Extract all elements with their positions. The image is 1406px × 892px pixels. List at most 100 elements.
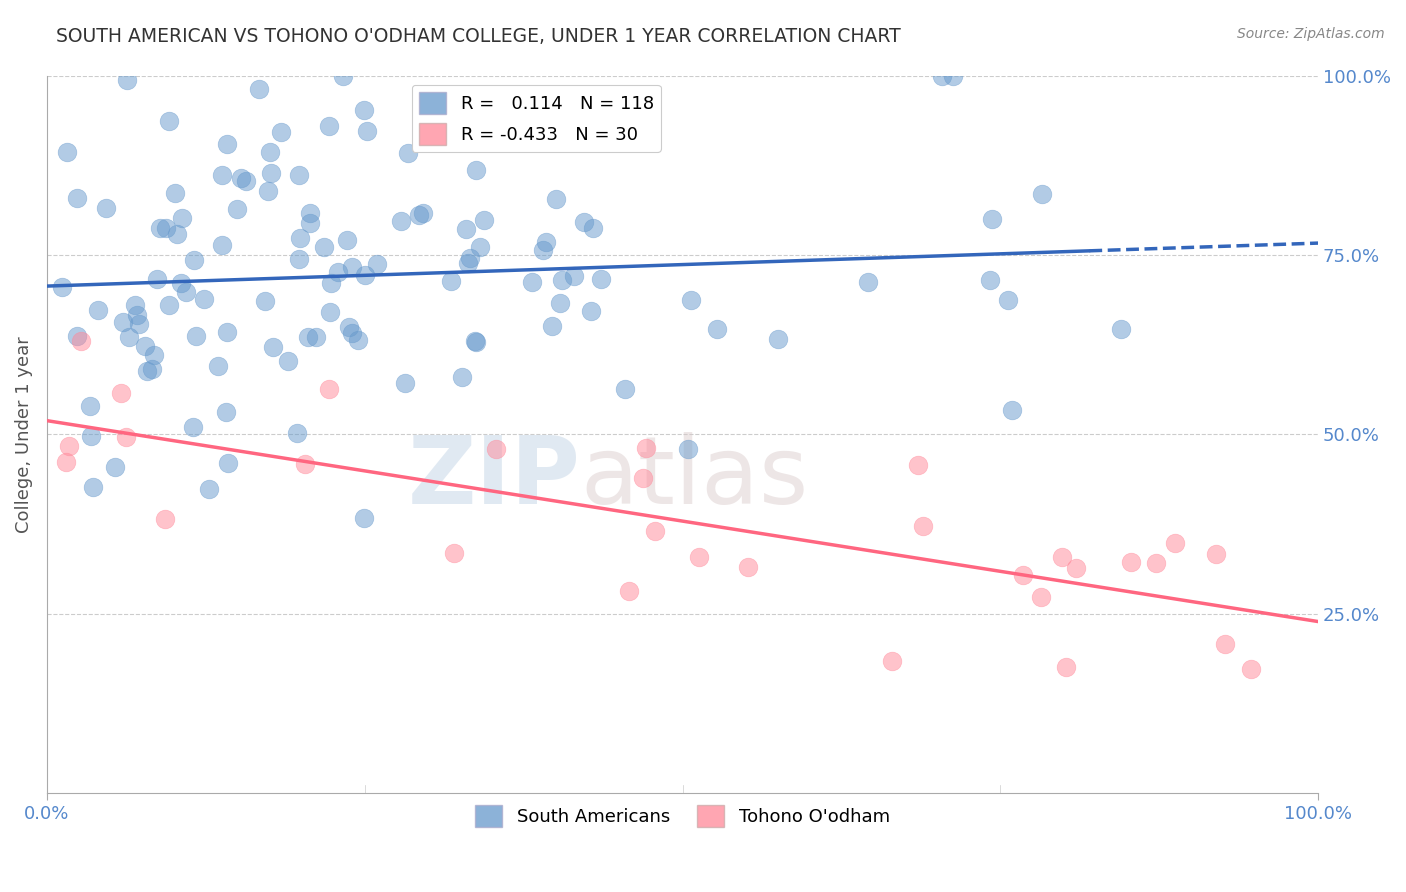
Point — [262, 339, 284, 353]
Point — [70, 334, 93, 348]
Point — [287, 168, 309, 182]
Point — [111, 315, 134, 329]
Point — [143, 348, 166, 362]
Point — [634, 441, 657, 455]
Point — [96, 201, 118, 215]
Point — [79, 399, 101, 413]
Point — [614, 382, 637, 396]
Point — [589, 272, 612, 286]
Point — [1011, 567, 1033, 582]
Point — [1109, 322, 1132, 336]
Y-axis label: College, Under 1 year: College, Under 1 year — [15, 336, 32, 533]
Point — [229, 171, 252, 186]
Legend: South Americans, Tohono O'odham: South Americans, Tohono O'odham — [468, 798, 897, 835]
Point — [464, 334, 486, 349]
Point — [141, 362, 163, 376]
Point — [450, 370, 472, 384]
Point — [458, 251, 481, 265]
Point — [340, 260, 363, 274]
Point — [534, 235, 557, 249]
Point — [520, 275, 543, 289]
Point — [1054, 660, 1077, 674]
Point — [472, 213, 495, 227]
Point — [979, 273, 1001, 287]
Point — [128, 317, 150, 331]
Point — [134, 338, 156, 352]
Point — [235, 174, 257, 188]
Point — [440, 274, 463, 288]
Point — [118, 330, 141, 344]
Point — [1050, 550, 1073, 565]
Point — [124, 298, 146, 312]
Point — [277, 353, 299, 368]
Point — [631, 470, 654, 484]
Point — [66, 191, 89, 205]
Point — [51, 279, 73, 293]
Point — [207, 359, 229, 374]
Point — [166, 227, 188, 241]
Point — [550, 296, 572, 310]
Point — [353, 103, 375, 118]
Point — [336, 233, 359, 247]
Point — [1240, 662, 1263, 676]
Text: ZIP: ZIP — [408, 432, 581, 524]
Point — [1164, 536, 1187, 550]
Point — [465, 163, 488, 178]
Point — [184, 329, 207, 343]
Point — [340, 326, 363, 340]
Point — [299, 205, 322, 219]
Point — [412, 206, 434, 220]
Point — [396, 145, 419, 160]
Point — [153, 512, 176, 526]
Point — [321, 276, 343, 290]
Point — [907, 458, 929, 473]
Point — [454, 222, 477, 236]
Point — [215, 137, 238, 152]
Point — [318, 120, 340, 134]
Point — [319, 304, 342, 318]
Point — [115, 430, 138, 444]
Point — [942, 69, 965, 83]
Point — [470, 239, 492, 253]
Point — [457, 256, 479, 270]
Point — [115, 73, 138, 87]
Point — [356, 123, 378, 137]
Point — [485, 442, 508, 456]
Point — [146, 272, 169, 286]
Point — [737, 559, 759, 574]
Point — [298, 216, 321, 230]
Point — [294, 457, 316, 471]
Point — [215, 326, 238, 340]
Point — [198, 483, 221, 497]
Point — [183, 253, 205, 268]
Point — [366, 257, 388, 271]
Point — [285, 425, 308, 440]
Point — [288, 252, 311, 267]
Point — [136, 364, 159, 378]
Point — [1001, 403, 1024, 417]
Point — [225, 202, 247, 217]
Point — [981, 211, 1004, 226]
Point — [217, 456, 239, 470]
Point — [394, 376, 416, 391]
Point — [157, 113, 180, 128]
Point — [1144, 556, 1167, 570]
Point — [551, 273, 574, 287]
Point — [260, 166, 283, 180]
Point — [882, 654, 904, 668]
Point — [531, 243, 554, 257]
Point — [768, 332, 790, 346]
Point — [163, 186, 186, 200]
Point — [389, 214, 412, 228]
Point — [58, 439, 80, 453]
Point — [193, 293, 215, 307]
Point — [681, 293, 703, 308]
Point — [346, 333, 368, 347]
Point — [181, 420, 204, 434]
Point — [1066, 561, 1088, 575]
Point — [443, 546, 465, 560]
Point — [87, 303, 110, 318]
Point — [270, 124, 292, 138]
Point — [157, 298, 180, 312]
Point — [688, 549, 710, 564]
